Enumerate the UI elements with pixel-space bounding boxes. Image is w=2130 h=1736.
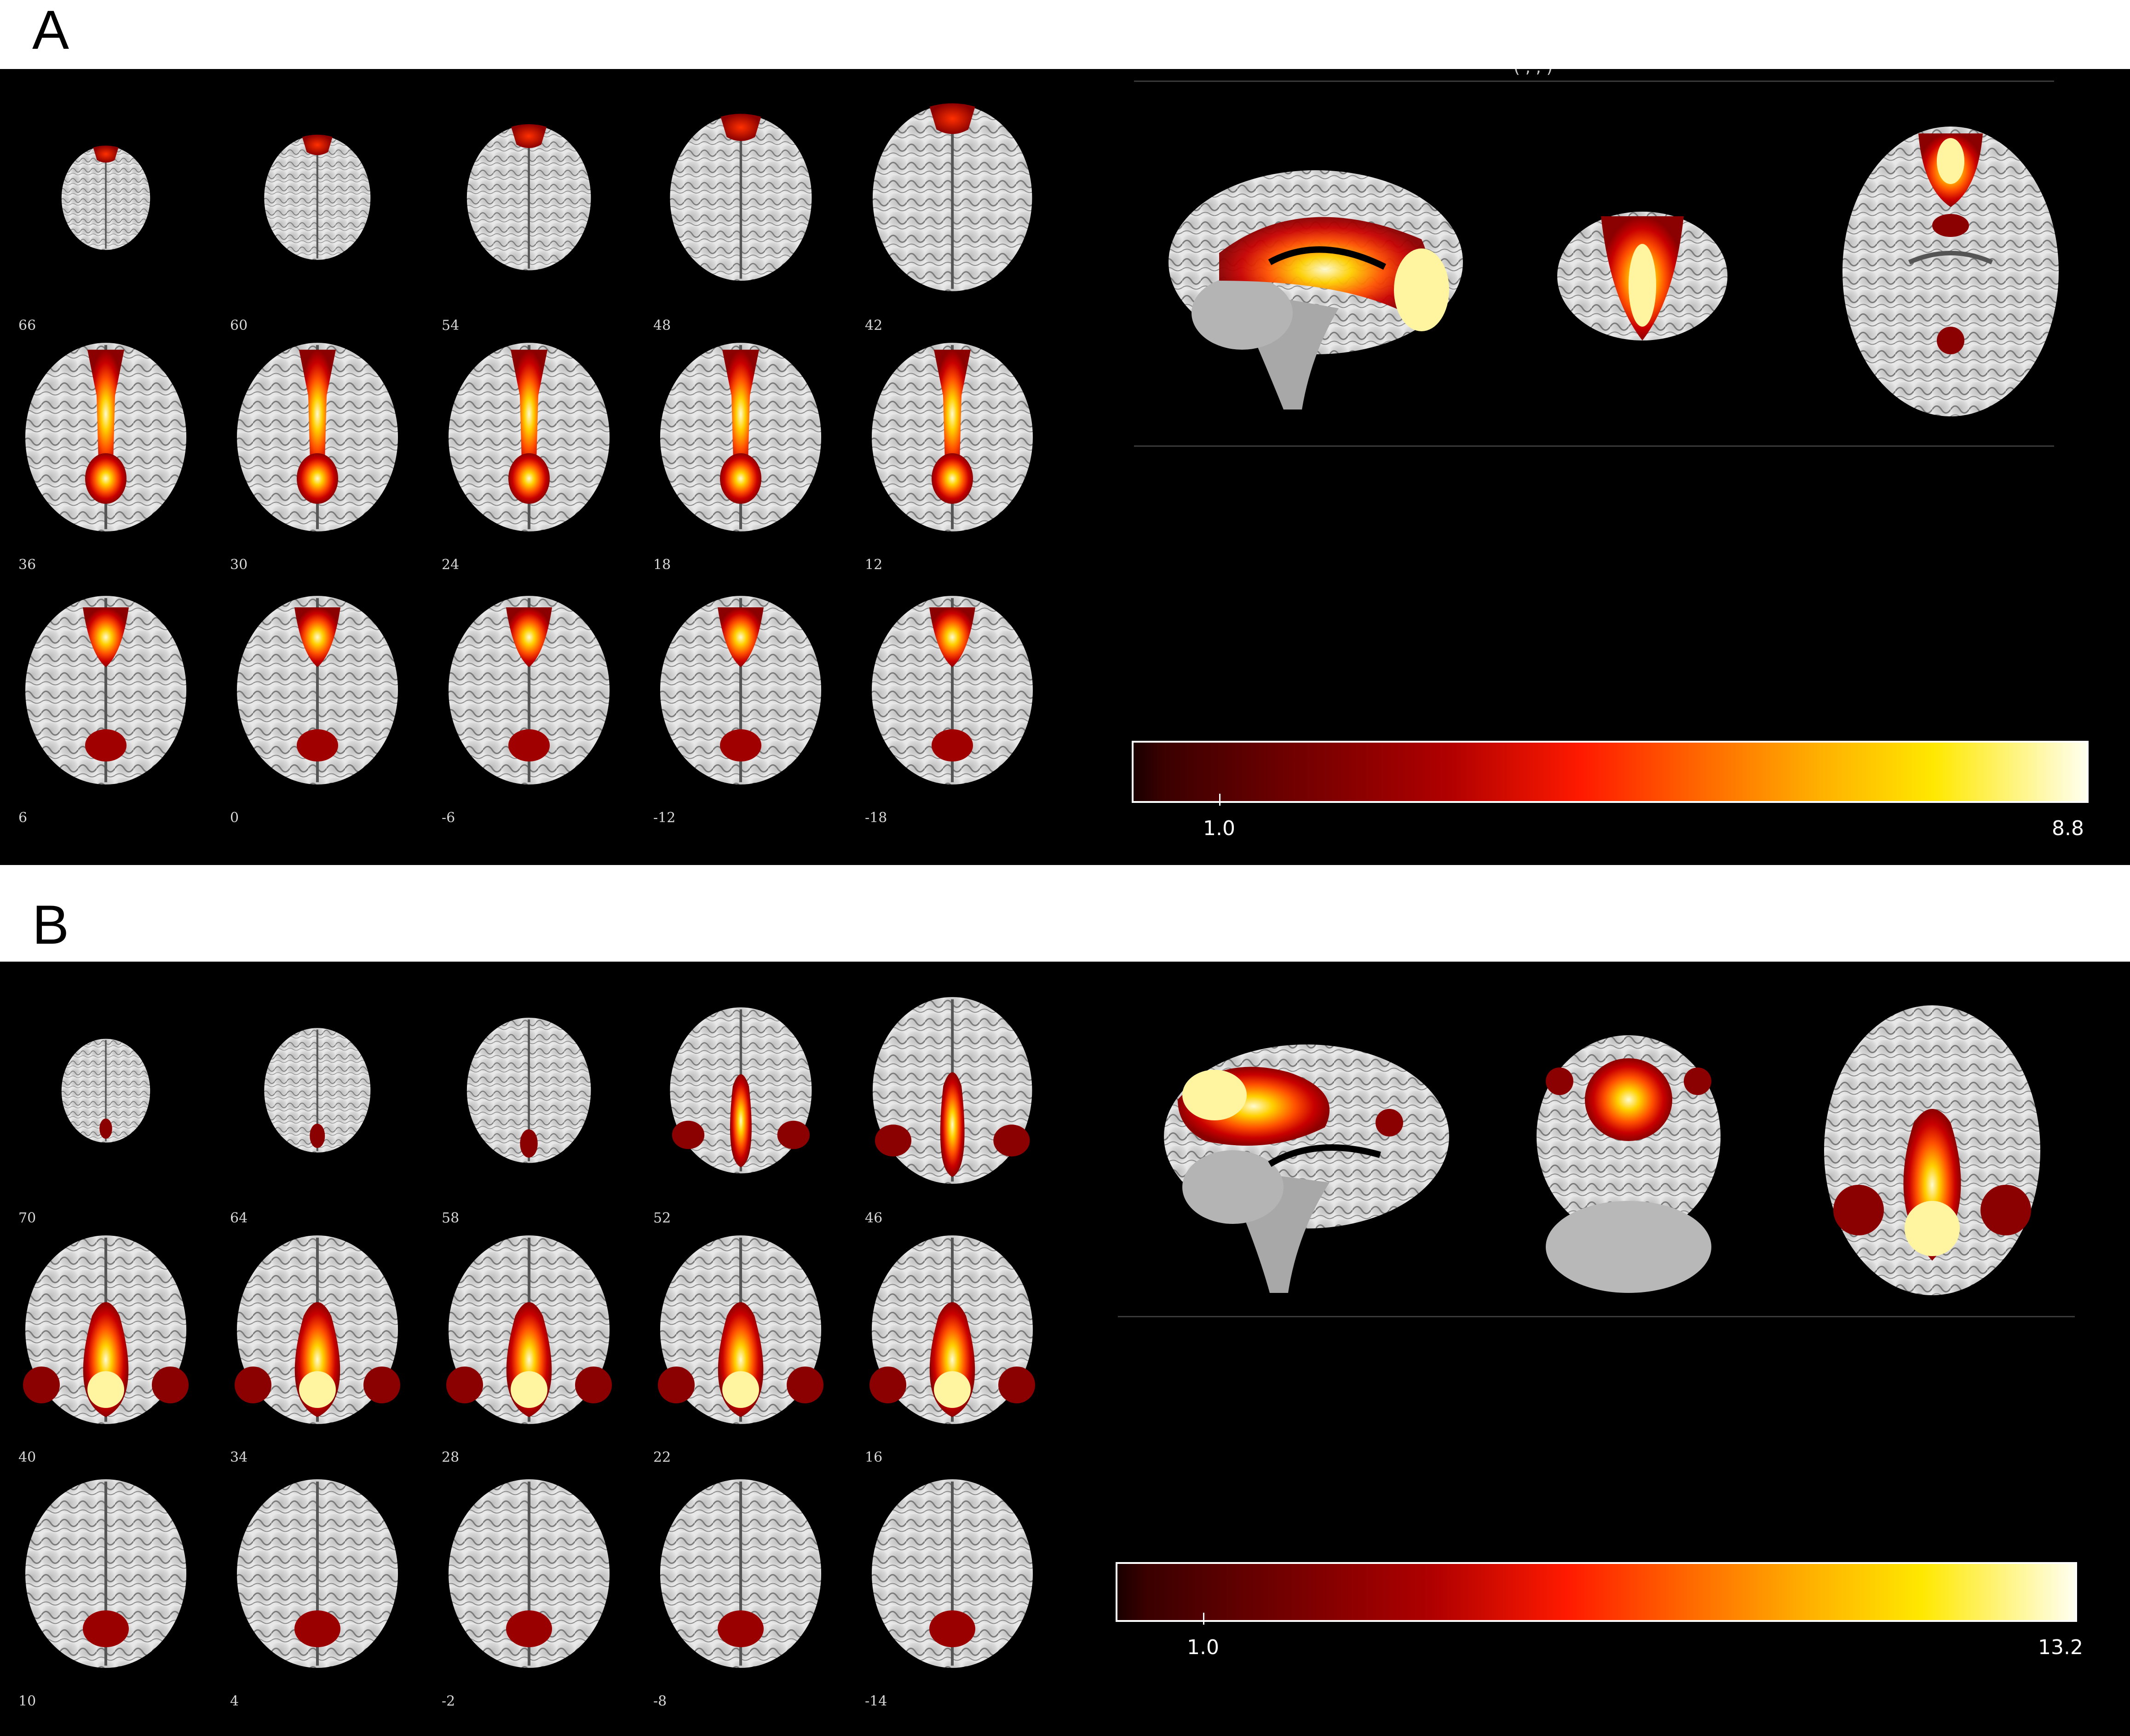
axial-slice xyxy=(869,1477,1035,1670)
panel-a-divider-top xyxy=(1134,81,2054,82)
slice-z-label: 48 xyxy=(653,317,671,334)
axial-slice xyxy=(465,1016,593,1165)
slice-z-label: 18 xyxy=(653,557,671,573)
slice-z-label: -14 xyxy=(865,1693,887,1709)
axial-slice xyxy=(60,145,151,251)
axial-slice xyxy=(658,594,823,787)
axial-slice xyxy=(465,123,593,272)
panel-b-colorbar-tick-min xyxy=(1203,1613,1204,1625)
slice-z-label: 52 xyxy=(653,1210,671,1226)
slice-z-label: 6 xyxy=(18,810,28,826)
panel-a-sagittal-view xyxy=(1164,161,1472,419)
axial-slice xyxy=(446,1477,612,1670)
axial-slice xyxy=(668,1005,814,1176)
slice-z-label: 34 xyxy=(230,1449,248,1465)
slice-z-label: 24 xyxy=(442,557,460,573)
panel-a-colorbar-max-label: 8.8 xyxy=(2052,817,2084,840)
panel-b-sagittal-view xyxy=(1150,1035,1454,1302)
slice-z-label: 28 xyxy=(442,1449,460,1465)
panel-a-colorbar xyxy=(1132,741,2089,803)
slice-z-label: 4 xyxy=(230,1693,239,1709)
slice-z-label: -18 xyxy=(865,810,887,826)
axial-slice xyxy=(235,340,400,534)
panel-a-colorbar-tick-min xyxy=(1219,794,1220,806)
panel-a-axial-view xyxy=(1840,124,2061,419)
axial-slice xyxy=(446,1233,612,1426)
slice-z-label: 60 xyxy=(230,317,248,334)
slice-z-label: 40 xyxy=(18,1449,36,1465)
axial-slice xyxy=(23,1477,189,1670)
panel-a-colorbar-min-label: 1.0 xyxy=(1203,817,1235,840)
axial-slice xyxy=(263,1027,372,1154)
axial-slice xyxy=(23,1233,189,1426)
axial-slice xyxy=(668,113,814,283)
panel-a-divider-mid xyxy=(1134,445,2054,447)
slice-z-label: 64 xyxy=(230,1210,248,1226)
slice-z-label: 70 xyxy=(18,1210,36,1226)
axial-slice xyxy=(869,1233,1035,1426)
panel-a-coronal-view xyxy=(1555,207,1730,345)
axial-slice xyxy=(658,1233,823,1426)
slice-z-label: -2 xyxy=(442,1693,455,1709)
slice-z-label: 10 xyxy=(18,1693,36,1709)
panel-b-colorbar xyxy=(1116,1562,2077,1622)
axial-slice xyxy=(658,340,823,534)
panel-b-colorbar-max-label: 13.2 xyxy=(2038,1636,2083,1659)
slice-z-label: -6 xyxy=(442,810,455,826)
slice-z-label: 0 xyxy=(230,810,239,826)
axial-slice xyxy=(446,594,612,787)
slice-z-label: 42 xyxy=(865,317,883,334)
axial-slice xyxy=(869,594,1035,787)
panel-b: 70 64 58 52 46 40 34 28 22 16 10 4 -2 -8 -14 xyxy=(0,962,2130,1736)
slice-z-label: 46 xyxy=(865,1210,883,1226)
slice-z-label: 12 xyxy=(865,557,883,573)
axial-slice xyxy=(658,1477,823,1670)
panel-b-letter: B xyxy=(32,894,69,956)
slice-z-label: 22 xyxy=(653,1449,671,1465)
axial-slice xyxy=(23,594,189,787)
slice-z-label: 54 xyxy=(442,317,460,334)
panel-b-colorbar-min-label: 1.0 xyxy=(1187,1636,1219,1659)
axial-slice xyxy=(446,340,612,534)
axial-slice xyxy=(870,995,1034,1186)
panel-a-top-coordinates: ( , , ) xyxy=(1514,69,1553,77)
panel-b-axial-view xyxy=(1822,1003,2043,1298)
panel-b-slice-grid: 70 64 58 52 46 40 34 28 22 16 10 4 -2 -8 -14 xyxy=(0,962,1104,1736)
slice-z-label: 30 xyxy=(230,557,248,573)
slice-z-label: 36 xyxy=(18,557,36,573)
panel-b-coronal-view xyxy=(1532,1031,1725,1298)
axial-slice xyxy=(869,340,1035,534)
axial-slice xyxy=(23,340,189,534)
axial-slice xyxy=(235,1233,400,1426)
panel-a-letter: A xyxy=(32,0,69,61)
panel-a-slice-grid: 66 60 54 48 42 36 30 24 18 12 6 0 -6 -12 -18 xyxy=(0,69,1104,865)
panel-b-divider-mid xyxy=(1118,1316,2075,1317)
axial-slice xyxy=(60,1038,151,1144)
slice-z-label: -12 xyxy=(653,810,676,826)
slice-z-label: 66 xyxy=(18,317,36,334)
slice-z-label: 16 xyxy=(865,1449,883,1465)
slice-z-label: -8 xyxy=(653,1693,667,1709)
axial-slice xyxy=(870,102,1034,294)
slice-z-label: 58 xyxy=(442,1210,460,1226)
axial-slice xyxy=(235,594,400,787)
axial-slice xyxy=(235,1477,400,1670)
axial-slice xyxy=(263,134,372,261)
